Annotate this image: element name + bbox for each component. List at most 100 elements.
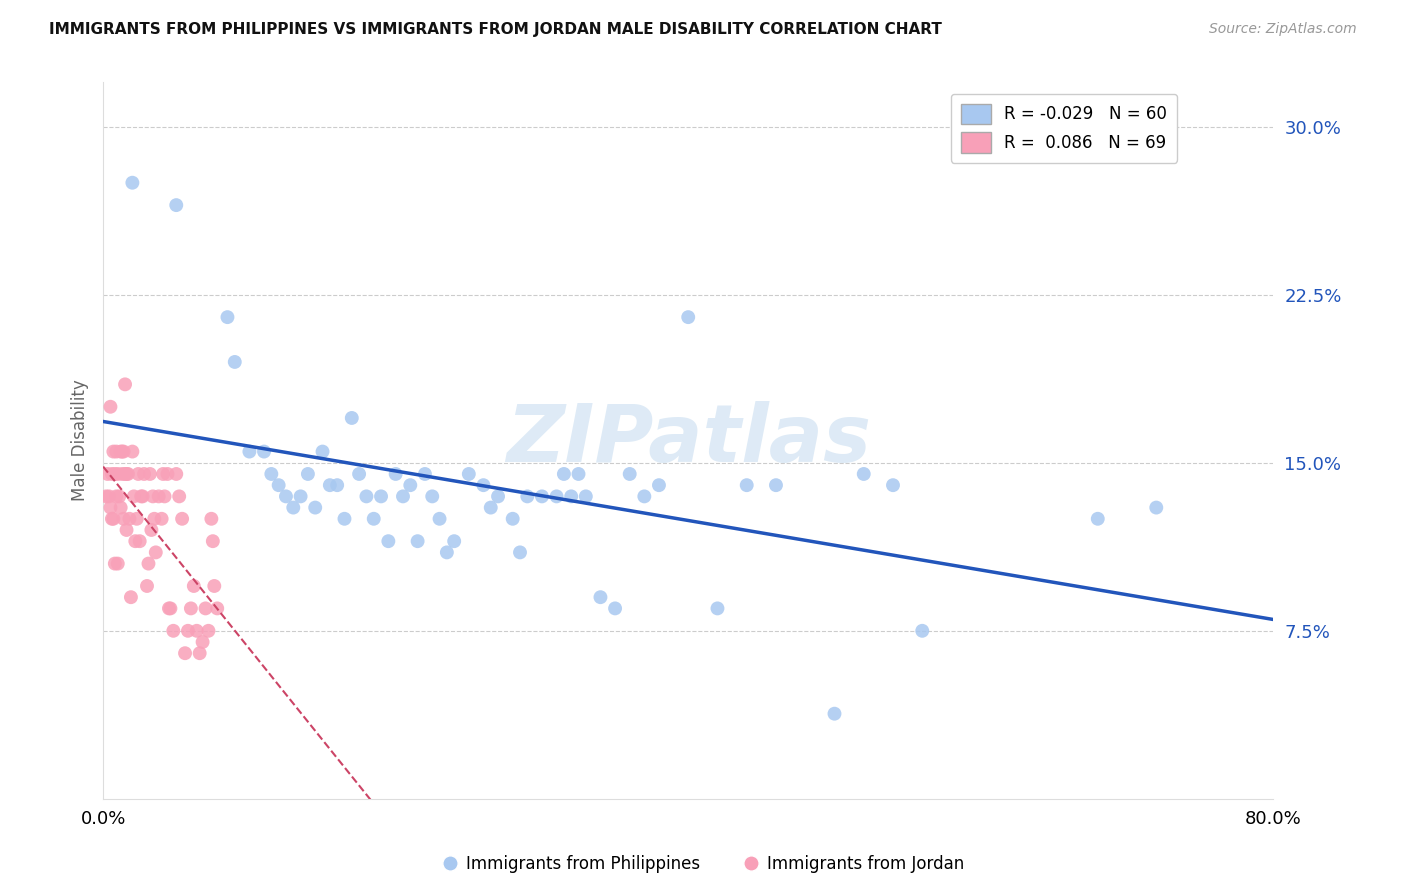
Point	[420, 489, 443, 503]
Point	[112, 512, 135, 526]
Point	[132, 467, 155, 481]
Point	[197, 624, 219, 638]
Point	[340, 411, 363, 425]
Point	[191, 635, 214, 649]
Point	[125, 512, 148, 526]
Point	[347, 467, 370, 481]
Point	[177, 624, 200, 638]
Point	[112, 444, 135, 458]
Point	[911, 624, 934, 638]
Point	[363, 512, 385, 526]
Point	[105, 444, 128, 458]
Point	[143, 512, 166, 526]
Point	[120, 590, 142, 604]
Point	[224, 355, 246, 369]
Point	[165, 467, 187, 481]
Point	[326, 478, 349, 492]
Point	[413, 467, 436, 481]
Point	[202, 579, 225, 593]
Point	[603, 601, 626, 615]
Point	[217, 310, 239, 325]
Point	[128, 534, 150, 549]
Point	[117, 467, 139, 481]
Point	[150, 512, 173, 526]
Point	[111, 467, 134, 481]
Point	[100, 500, 122, 515]
Point	[201, 534, 224, 549]
Point	[107, 467, 129, 481]
Point	[115, 523, 138, 537]
Point	[94, 489, 117, 503]
Point	[100, 400, 122, 414]
Point	[167, 489, 190, 503]
Point	[297, 467, 319, 481]
Point	[304, 500, 326, 515]
Point	[103, 512, 125, 526]
Legend: R = -0.029   N = 60, R =  0.086   N = 69: R = -0.029 N = 60, R = 0.086 N = 69	[950, 94, 1177, 163]
Point	[392, 489, 415, 503]
Point	[406, 534, 429, 549]
Point	[260, 467, 283, 481]
Point	[141, 523, 163, 537]
Point	[443, 534, 465, 549]
Point	[1144, 500, 1167, 515]
Point	[356, 489, 378, 503]
Point	[101, 512, 124, 526]
Point	[676, 310, 699, 325]
Point	[852, 467, 875, 481]
Point	[127, 467, 149, 481]
Point	[253, 444, 276, 458]
Point	[765, 478, 787, 492]
Point	[108, 489, 131, 503]
Point	[516, 489, 538, 503]
Point	[575, 489, 598, 503]
Point	[194, 601, 217, 615]
Point	[110, 444, 132, 458]
Point	[1087, 512, 1109, 526]
Point	[101, 467, 124, 481]
Point	[96, 467, 118, 481]
Point	[172, 512, 194, 526]
Point	[567, 467, 589, 481]
Point	[735, 478, 758, 492]
Point	[384, 467, 406, 481]
Text: ZIPatlas: ZIPatlas	[506, 401, 870, 479]
Point	[706, 601, 728, 615]
Point	[162, 624, 184, 638]
Point	[479, 500, 502, 515]
Point	[111, 444, 134, 458]
Point	[502, 512, 524, 526]
Point	[274, 489, 297, 503]
Point	[290, 489, 312, 503]
Point	[546, 489, 568, 503]
Point	[200, 512, 222, 526]
Point	[152, 467, 174, 481]
Point	[311, 444, 333, 458]
Point	[122, 489, 145, 503]
Point	[98, 489, 121, 503]
Point	[824, 706, 846, 721]
Point	[436, 545, 458, 559]
Point	[560, 489, 582, 503]
Point	[139, 467, 162, 481]
Point	[186, 624, 208, 638]
Point	[882, 478, 904, 492]
Point	[156, 467, 179, 481]
Point	[124, 534, 146, 549]
Text: Source: ZipAtlas.com: Source: ZipAtlas.com	[1209, 22, 1357, 37]
Point	[159, 601, 181, 615]
Point	[589, 590, 612, 604]
Point	[131, 489, 153, 503]
Point	[429, 512, 451, 526]
Point	[136, 579, 159, 593]
Point	[174, 646, 197, 660]
Point	[399, 478, 422, 492]
Point	[121, 444, 143, 458]
Point	[138, 557, 160, 571]
Point	[238, 444, 260, 458]
Point	[157, 601, 180, 615]
Point	[648, 478, 671, 492]
Point	[118, 512, 141, 526]
Point	[486, 489, 509, 503]
Point	[633, 489, 655, 503]
